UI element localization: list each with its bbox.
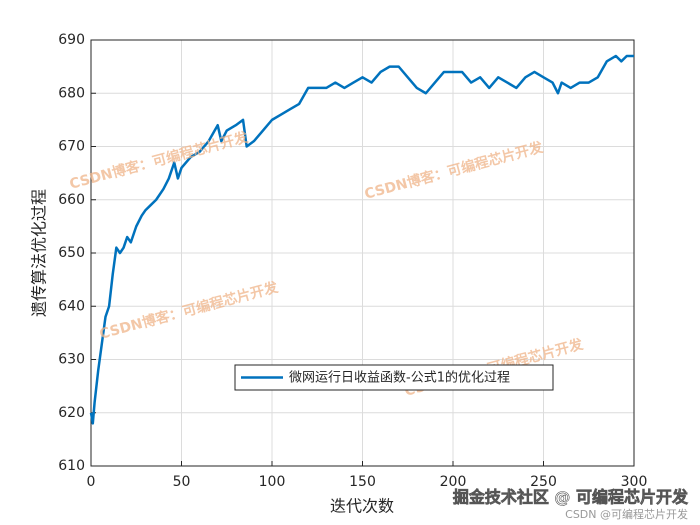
y-tick-label: 620 <box>58 405 85 421</box>
legend: 微网运行日收益函数-公式1的优化过程 <box>234 364 554 391</box>
x-axis-label: 迭代次数 <box>330 497 394 516</box>
x-tick-label: 100 <box>259 474 286 490</box>
y-tick-label: 650 <box>58 245 85 261</box>
y-tick-label: 680 <box>58 85 85 101</box>
footer-watermark: CSDN @可编程芯片开发 <box>565 507 688 521</box>
y-tick-label: 660 <box>58 192 85 208</box>
y-tick-label: 630 <box>58 352 85 368</box>
y-tick-label: 610 <box>58 458 85 474</box>
y-tick-label: 670 <box>58 139 85 155</box>
y-axis-label: 遗传算法优化过程 <box>30 189 49 317</box>
x-tick-label: 150 <box>349 474 376 490</box>
legend-box <box>234 364 554 391</box>
footer-watermark: 掘金技术社区 @ 可编程芯片开发 <box>453 488 689 507</box>
x-tick-label: 50 <box>173 474 191 490</box>
x-tick-label: 0 <box>87 474 96 490</box>
y-tick-label: 640 <box>58 298 85 314</box>
x-tick-label: 300 <box>621 474 648 490</box>
axes-box <box>90 39 635 467</box>
x-tick-label: 250 <box>530 474 557 490</box>
y-tick-label: 690 <box>58 32 85 48</box>
data-line <box>89 54 634 425</box>
x-tick-label: 200 <box>440 474 467 490</box>
legend-label: 微网运行日收益函数-公式1的优化过程 <box>289 370 510 386</box>
